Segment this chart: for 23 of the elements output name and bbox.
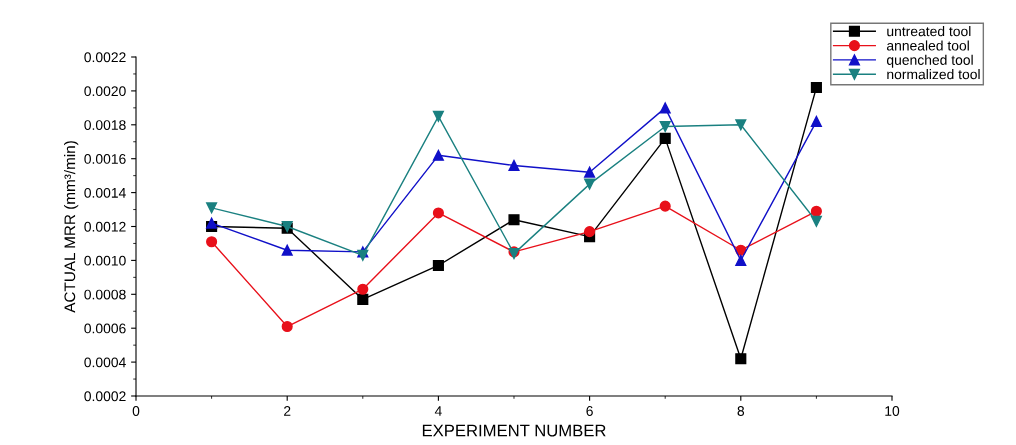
x-tick-label: 4 (434, 406, 442, 416)
y-tick-label: 0.0004 (84, 357, 126, 368)
y-tick-label: 0.0012 (84, 221, 126, 232)
y-tick-label: 0.0014 (84, 187, 126, 198)
x-axis-title: EXPERIMENT NUMBER (422, 424, 606, 437)
y-tick-label: 0.0008 (84, 289, 126, 300)
y-tick-label: 0.0022 (84, 52, 126, 63)
x-tick-label: 8 (737, 406, 745, 416)
legend-label: normalized tool (887, 69, 980, 80)
y-tick-label: 0.0018 (84, 120, 126, 130)
y-axis-title: ACTUAL MRR (mm³/min) (64, 141, 79, 313)
x-tick-label: 6 (586, 406, 593, 416)
legend-label: annealed tool (886, 40, 969, 51)
y-tick-label: 0.0016 (84, 154, 126, 164)
y-tick-label: 0.0002 (84, 391, 126, 402)
x-tick-label: 0 (132, 406, 140, 416)
y-tick-label: 0.0010 (84, 255, 126, 266)
y-tick-label: 0.0020 (84, 86, 126, 97)
x-tick-label: 10 (885, 406, 900, 416)
y-tick-label: 0.0006 (84, 323, 126, 334)
legend-label: quenched tool (886, 54, 973, 68)
x-tick-label: 2 (284, 406, 291, 416)
legend-label: untreated tool (887, 26, 971, 37)
